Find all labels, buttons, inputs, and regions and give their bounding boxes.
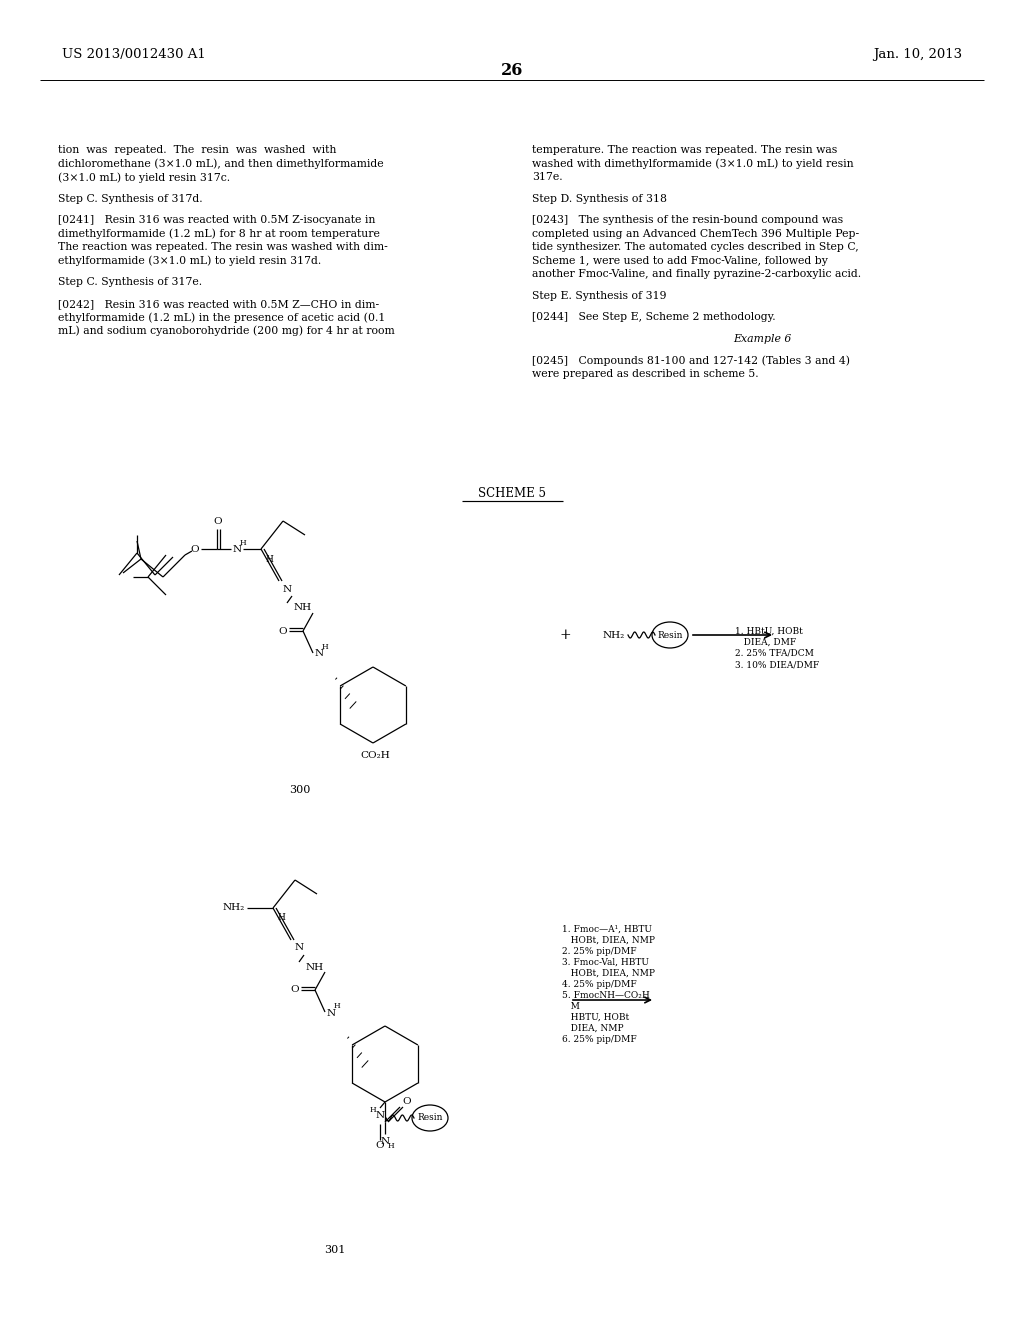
Text: DIEA, NMP: DIEA, NMP: [562, 1024, 624, 1034]
Text: Resin: Resin: [417, 1114, 442, 1122]
Text: 1. Fmoc—A¹, HBTU: 1. Fmoc—A¹, HBTU: [562, 925, 652, 935]
Text: +: +: [559, 628, 570, 642]
Text: Jan. 10, 2013: Jan. 10, 2013: [872, 48, 962, 61]
Text: 2. 25% TFA/DCM: 2. 25% TFA/DCM: [735, 649, 814, 657]
Text: [0244]   See Step E, Scheme 2 methodology.: [0244] See Step E, Scheme 2 methodology.: [532, 313, 775, 322]
Text: HOBt, DIEA, NMP: HOBt, DIEA, NMP: [562, 936, 655, 945]
Text: tion  was  repeated.  The  resin  was  washed  with: tion was repeated. The resin was washed …: [58, 145, 336, 154]
Text: O: O: [214, 517, 222, 527]
Text: Step D. Synthesis of 318: Step D. Synthesis of 318: [532, 194, 667, 203]
Text: NH₂: NH₂: [603, 631, 626, 639]
Text: 5. FmocNH—CO₂H: 5. FmocNH—CO₂H: [562, 991, 650, 1001]
Text: [0245]   Compounds 81-100 and 127-142 (Tables 3 and 4): [0245] Compounds 81-100 and 127-142 (Tab…: [532, 355, 850, 366]
Text: tide synthesizer. The automated cycles described in Step C,: tide synthesizer. The automated cycles d…: [532, 242, 859, 252]
Text: O: O: [402, 1097, 412, 1106]
Text: [0242]   Resin 316 was reacted with 0.5M Z—CHO in dim-: [0242] Resin 316 was reacted with 0.5M Z…: [58, 298, 379, 309]
Text: NH: NH: [306, 962, 324, 972]
Text: US 2013/0012430 A1: US 2013/0012430 A1: [62, 48, 206, 61]
Text: Step C. Synthesis of 317e.: Step C. Synthesis of 317e.: [58, 277, 202, 288]
Text: H: H: [322, 643, 329, 651]
Text: dichloromethane (3×1.0 mL), and then dimethylformamide: dichloromethane (3×1.0 mL), and then dim…: [58, 158, 384, 169]
Text: H: H: [388, 1142, 394, 1150]
Text: N: N: [314, 649, 324, 659]
Text: N: N: [283, 585, 292, 594]
Text: temperature. The reaction was repeated. The resin was: temperature. The reaction was repeated. …: [532, 145, 838, 154]
Text: O: O: [190, 544, 200, 553]
Text: 26: 26: [501, 62, 523, 79]
Text: N: N: [381, 1137, 389, 1146]
Text: HOBt, DIEA, NMP: HOBt, DIEA, NMP: [562, 969, 655, 978]
Text: Step E. Synthesis of 319: Step E. Synthesis of 319: [532, 290, 667, 301]
Text: 3. 10% DIEA/DMF: 3. 10% DIEA/DMF: [735, 660, 819, 669]
Text: ethylformamide (1.2 mL) in the presence of acetic acid (0.1: ethylformamide (1.2 mL) in the presence …: [58, 313, 385, 323]
Text: 300: 300: [290, 785, 310, 795]
Text: 301: 301: [325, 1245, 346, 1255]
Text: ethylformamide (3×1.0 mL) to yield resin 317d.: ethylformamide (3×1.0 mL) to yield resin…: [58, 256, 322, 267]
Text: were prepared as described in scheme 5.: were prepared as described in scheme 5.: [532, 370, 759, 379]
Text: The reaction was repeated. The resin was washed with dim-: The reaction was repeated. The resin was…: [58, 242, 388, 252]
Text: SCHEME 5: SCHEME 5: [478, 487, 546, 500]
Text: Example 6: Example 6: [733, 334, 792, 345]
Text: HBTU, HOBt: HBTU, HOBt: [562, 1012, 630, 1022]
Text: [0243]   The synthesis of the resin-bound compound was: [0243] The synthesis of the resin-bound …: [532, 215, 843, 226]
Text: 317e.: 317e.: [532, 172, 562, 182]
Text: 4. 25% pip/DMF: 4. 25% pip/DMF: [562, 979, 637, 989]
Text: DIEA, DMF: DIEA, DMF: [735, 638, 797, 647]
Text: another Fmoc-Valine, and finally pyrazine-2-carboxylic acid.: another Fmoc-Valine, and finally pyrazin…: [532, 269, 861, 280]
Text: N: N: [376, 1111, 385, 1121]
Text: Resin: Resin: [657, 631, 683, 639]
Text: H: H: [265, 554, 273, 564]
Text: Scheme 1, were used to add Fmoc-Valine, followed by: Scheme 1, were used to add Fmoc-Valine, …: [532, 256, 827, 265]
Text: (3×1.0 mL) to yield resin 317c.: (3×1.0 mL) to yield resin 317c.: [58, 172, 230, 182]
Text: H: H: [278, 913, 285, 923]
Text: washed with dimethylformamide (3×1.0 mL) to yield resin: washed with dimethylformamide (3×1.0 mL)…: [532, 158, 854, 169]
Text: mL) and sodium cyanoborohydride (200 mg) for 4 hr at room: mL) and sodium cyanoborohydride (200 mg)…: [58, 326, 394, 337]
Text: O: O: [376, 1142, 384, 1151]
Text: M: M: [562, 1002, 580, 1011]
Text: N: N: [327, 1008, 336, 1018]
Text: dimethylformamide (1.2 mL) for 8 hr at room temperature: dimethylformamide (1.2 mL) for 8 hr at r…: [58, 228, 380, 239]
Text: 1. HBtU, HOBt: 1. HBtU, HOBt: [735, 627, 803, 636]
Text: 6. 25% pip/DMF: 6. 25% pip/DMF: [562, 1035, 637, 1044]
Text: N: N: [232, 545, 242, 554]
Text: H: H: [334, 1002, 340, 1010]
Text: H: H: [240, 539, 247, 546]
Text: O: O: [279, 627, 288, 635]
Text: NH: NH: [294, 603, 312, 612]
Text: O: O: [291, 986, 299, 994]
Text: 2. 25% pip/DMF: 2. 25% pip/DMF: [562, 946, 637, 956]
Text: NH₂: NH₂: [223, 903, 245, 912]
Text: Step C. Synthesis of 317d.: Step C. Synthesis of 317d.: [58, 194, 203, 203]
Text: CO₂H: CO₂H: [360, 751, 390, 759]
Text: completed using an Advanced ChemTech 396 Multiple Pep-: completed using an Advanced ChemTech 396…: [532, 228, 859, 239]
Text: [0241]   Resin 316 was reacted with 0.5M Z-isocyanate in: [0241] Resin 316 was reacted with 0.5M Z…: [58, 215, 376, 226]
Text: H: H: [370, 1106, 376, 1114]
Text: 3. Fmoc-Val, HBTU: 3. Fmoc-Val, HBTU: [562, 958, 649, 968]
Text: N: N: [295, 944, 303, 953]
